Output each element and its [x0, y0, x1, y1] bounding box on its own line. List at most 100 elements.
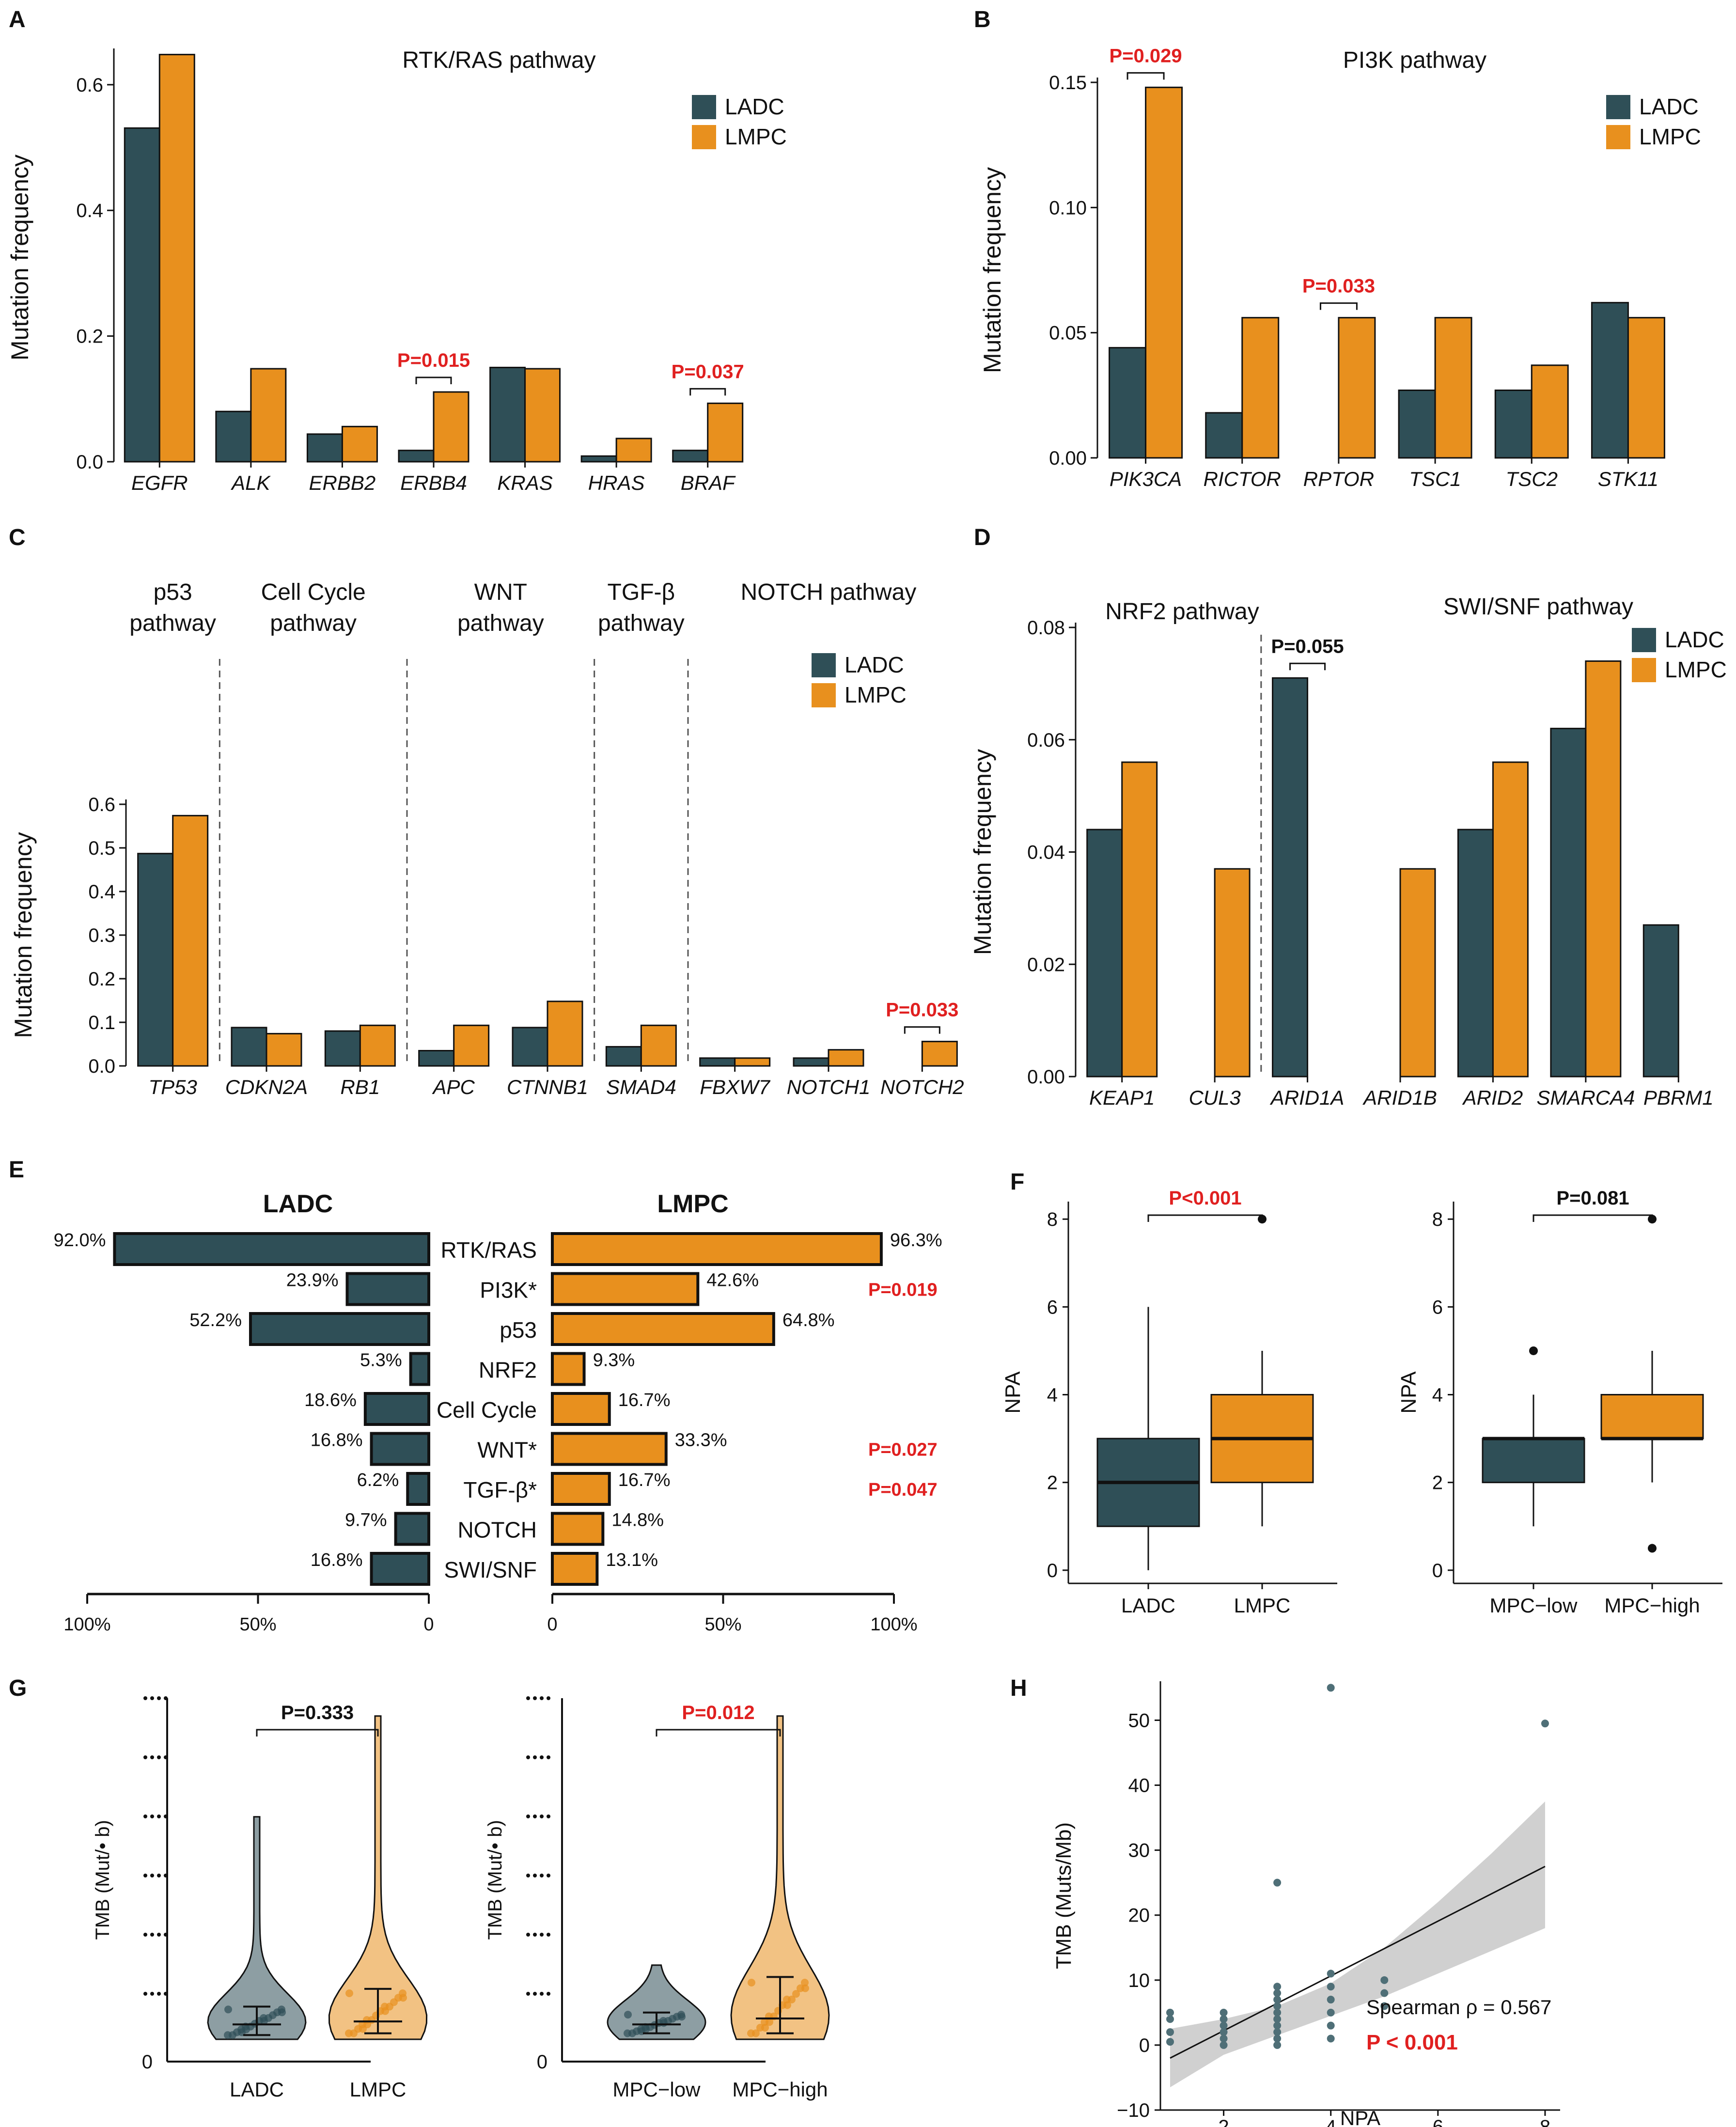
panel-e-left-tick-label: 0 [423, 1614, 434, 1635]
panel-a-bar-erbb4-lmpc [433, 391, 469, 463]
panel-a-x-tick-label-hras: HRAS [588, 471, 645, 494]
panel-e-bar-ladc-wnt [370, 1432, 430, 1466]
panel-d-y-axis-title: Mutation frequency [969, 749, 996, 955]
panel-e-right-tick-label: 0 [547, 1614, 557, 1635]
panel-d-legend-ladc-label: LADC [1665, 627, 1724, 652]
panel-f-npa-boxplots: 0 2 4 6 8 NPA LADC LMPC P<0.001 0 2 4 6 8 NPA MPC−low MP… [1001, 1188, 1722, 1617]
panel-c-legend-lmpc-label: LMPC [845, 682, 907, 707]
panel-h-y-tick-label: 50 [1128, 1710, 1150, 1731]
panel-c-y-tick-label: 0.2 [88, 969, 115, 990]
panel-c-bar-rb1-lmpc [359, 1024, 396, 1067]
panel-c-bar-cdkn2a-ladc [231, 1027, 267, 1067]
panel-f-plot1-y-tick-label: 4 [1047, 1385, 1058, 1406]
panel-c-bar-tp53-ladc [137, 853, 174, 1067]
panel-c-x-tick-label-tp53: TP53 [148, 1076, 197, 1098]
panel-a-bar-erbb4-ladc [398, 450, 435, 463]
panel-g-plot1-y-tick-marker [164, 1755, 168, 1759]
panel-c-y-tick-label: 0.3 [88, 925, 115, 946]
panel-h-y-tick-label: 10 [1128, 1970, 1150, 1991]
panel-g-plot2-y-tick-marker [547, 1696, 550, 1700]
panel-e-pvalue-tgf: P=0.047 [868, 1480, 938, 1500]
panel-a-bar-erbb2-ladc [306, 433, 343, 463]
panel-a-erbb4-bracket [415, 376, 452, 385]
panel-d-y-tick-label: 0.08 [1027, 617, 1065, 639]
panel-a-bar-alk-ladc [215, 410, 252, 463]
panel-g-plot1-y-tick-marker [164, 1814, 168, 1818]
panel-c-group-title-cell-cycle-pathway: pathway [270, 610, 357, 636]
panel-b-x-tick-label-pik3ca: PIK3CA [1110, 468, 1182, 490]
panel-a-x-tick-label-erbb4: ERBB4 [400, 471, 467, 494]
panel-a-x-tick-label-kras: KRAS [497, 471, 552, 494]
panel-f-plot1-x-tick-label-ladc: LADC [1121, 1594, 1175, 1617]
panel-a-y-tick-label: 0.2 [76, 326, 103, 347]
panel-g-plot2-y-tick-marker [540, 1696, 544, 1700]
panel-b-legend-ladc-label: LADC [1639, 94, 1699, 119]
panel-d-group-title-swisnf: SWI/SNF pathway [1443, 594, 1633, 620]
panel-g-plot2-y-tick-marker [526, 1696, 530, 1700]
panel-g-plot1-violin-lmpc-jitter-point [399, 1994, 407, 2002]
panel-e-category-notch: NOTCH [457, 1517, 537, 1543]
panel-e-category-nrf2: NRF2 [479, 1358, 537, 1383]
panel-b-legend-ladc-swatch [1606, 95, 1630, 119]
panel-g-plot1-y-tick-marker [157, 1755, 161, 1759]
panel-a-legend-lmpc-swatch [692, 125, 716, 149]
panel-h-y-tick-label: 30 [1128, 1840, 1150, 1861]
panel-g-plot2-y-tick-marker [540, 1933, 544, 1937]
panel-g-plot1-y-tick-marker [150, 1755, 154, 1759]
panel-c-x-tick-label-fbxw7: FBXW7 [700, 1076, 770, 1098]
panel-c-notch2-pvalue: P=0.033 [886, 1000, 958, 1021]
panel-d-bar-smarca4-lmpc [1585, 660, 1622, 1078]
panel-g-plot1-y-tick-marker [157, 1992, 161, 1996]
panel-e-bar-ladc-pi3k [345, 1272, 430, 1306]
panel-e-value-lmpc-tgf: 16.7% [618, 1470, 671, 1490]
panel-h-point [1327, 1684, 1335, 1692]
panel-b-bar-pik3ca-ladc [1109, 347, 1147, 459]
panel-d-legend-lmpc-swatch [1632, 658, 1656, 682]
panel-e-category-p53: p53 [500, 1317, 537, 1343]
panel-f-plot2-box-mpc-low-outlier [1529, 1346, 1538, 1355]
panel-e-bar-ladc-swi-snf [370, 1552, 430, 1586]
panel-g-plot2-violin-mpc-high-jitter-point [783, 2001, 791, 2009]
panel-f-plot2-x-tick-label-mpc-high: MPC−high [1604, 1594, 1700, 1617]
panel-e-category-rtk-ras: RTK/RAS [440, 1237, 537, 1263]
panel-h-point [1327, 1996, 1335, 2004]
panel-f-plot2-y-tick-label: 4 [1432, 1385, 1443, 1406]
panel-c-x-tick-label-rb1: RB1 [340, 1076, 380, 1098]
panel-h-point [1273, 1996, 1282, 2004]
panel-c-pathway-chart: 0.0 0.1 0.2 0.3 0.4 0.5 0.6 Mutation frequency T… [10, 579, 964, 1098]
panel-b-bar-stk11-lmpc [1627, 317, 1665, 459]
panel-h-y-tick-label: 40 [1128, 1775, 1150, 1797]
panel-e-bar-lmpc-pi3k [551, 1272, 700, 1306]
panel-g-tmb-violins: 0 TMB (Mut/• b) LADC LMPC P=0.333 0 TMB (Mut/•… [92, 1696, 830, 2101]
panel-e-bar-ladc-notch [394, 1512, 430, 1546]
panel-g-plot2-violin-mpc-low-jitter-point [660, 2019, 668, 2027]
panel-g-plot1-y-tick-marker [143, 1874, 147, 1877]
panel-c-legend-ladc-label: LADC [845, 652, 904, 677]
panel-d-x-tick-label-arid2: ARID2 [1462, 1086, 1523, 1109]
panel-a-y-axis-title: Mutation frequency [6, 155, 33, 360]
panel-e-butterfly-chart: LADC LMPC 92.0% 96.3% RTK/RAS 23.9% 42.6% PI3K*… [54, 1190, 942, 1635]
panel-g-plot2-violin-mpc-low-jitter-point [628, 2029, 636, 2037]
panel-h-point [1380, 1989, 1389, 1997]
panel-e-right-title: LMPC [657, 1190, 728, 1218]
panel-labels: A B C D E F G H [9, 7, 1027, 1701]
panel-g-plot2-y-tick-marker [533, 1933, 537, 1937]
panel-f-plot2-box-mpc-high [1600, 1394, 1704, 1439]
panel-b-bar-tsc1-lmpc [1434, 317, 1472, 459]
panel-b-chart-title: PI3K pathway [1343, 47, 1486, 73]
panel-h-x-axis-title: NPA [1340, 2107, 1380, 2127]
panel-label-a: A [9, 7, 26, 32]
panel-h-point [1220, 2008, 1228, 2017]
panel-label-h: H [1010, 1675, 1027, 1701]
panel-g-plot1-y-tick-marker [164, 1992, 168, 1996]
panel-a-legend-ladc-swatch [692, 95, 716, 119]
panel-h-point [1327, 1970, 1335, 1978]
panel-g-plot1-y-axis-title: TMB (Mut/• b) [92, 1820, 113, 1939]
panel-g-plot2-violin-mpc-low-jitter-point [624, 2011, 632, 2019]
panel-e-right-tick-label: 50% [704, 1614, 741, 1635]
panel-e-bar-ladc-p53 [249, 1312, 430, 1346]
panel-f-plot1-x-tick-label-lmpc: LMPC [1234, 1594, 1291, 1617]
panel-a-bar-egfr-lmpc [158, 54, 195, 463]
panel-g-plot1-y-tick-marker [157, 1933, 161, 1937]
